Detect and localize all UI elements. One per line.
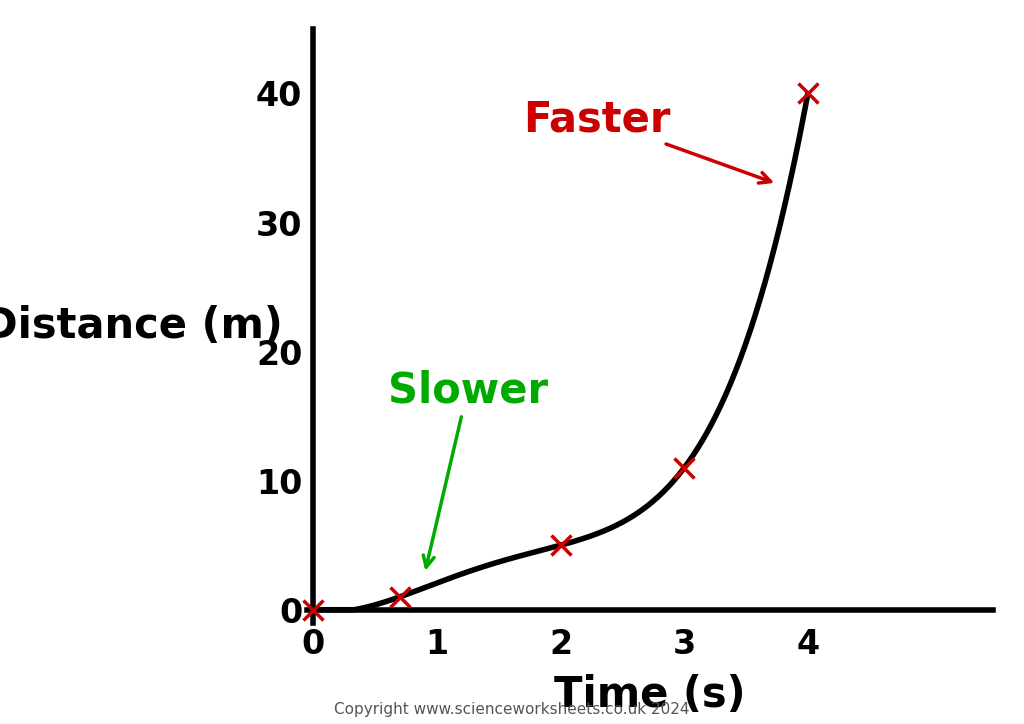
X-axis label: Time (s): Time (s) [554, 674, 746, 716]
Text: Copyright www.scienceworksheets.co.uk 2024: Copyright www.scienceworksheets.co.uk 20… [334, 702, 690, 717]
Text: Distance (m): Distance (m) [0, 305, 283, 347]
Text: Slower: Slower [387, 369, 548, 567]
Text: Faster: Faster [523, 98, 771, 183]
